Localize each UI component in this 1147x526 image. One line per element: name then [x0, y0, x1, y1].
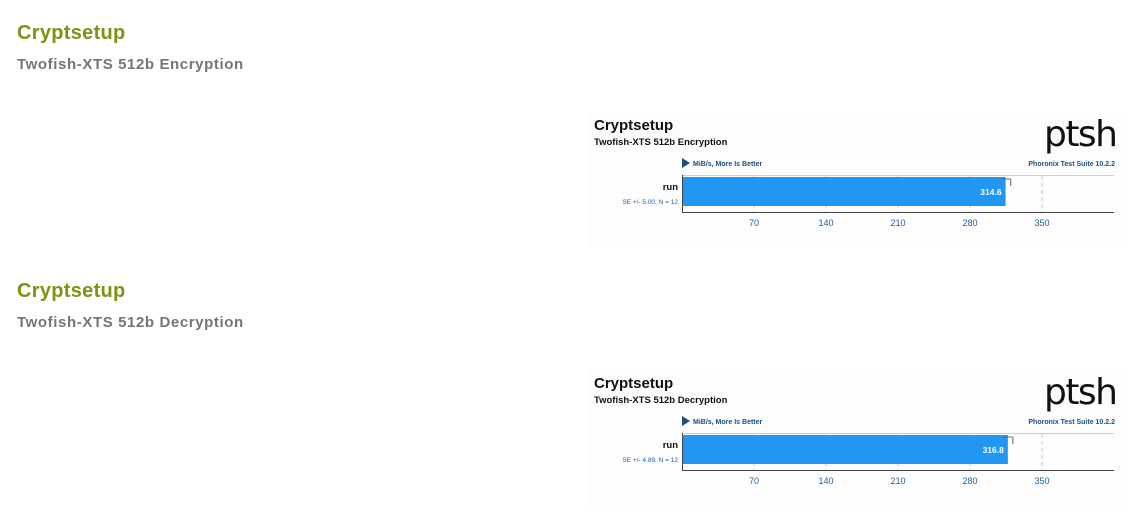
direction-arrow-icon — [682, 158, 690, 168]
stat-label: SE +/- 5.00, N = 12 — [622, 199, 678, 206]
section-heading: Cryptsetup — [17, 280, 126, 302]
section-heading: Cryptsetup — [17, 22, 126, 44]
section-subheading: Twofish-XTS 512b Encryption — [17, 56, 244, 73]
x-tick-label: 350 — [1034, 476, 1049, 486]
chart-title: Cryptsetup — [594, 375, 673, 392]
metric-note: MiB/s, More Is Better — [693, 161, 763, 168]
metric-note: MiB/s, More Is Better — [693, 419, 763, 426]
x-tick-label: 210 — [890, 476, 905, 486]
result-chart-decryption: Cryptsetup Twofish-XTS 512b Decryption pts… — [588, 370, 1128, 506]
bar — [682, 177, 1006, 206]
x-tick-label: 350 — [1034, 218, 1049, 228]
category-label: run — [663, 440, 679, 451]
chart-svg: Cryptsetup Twofish-XTS 512b Decryption pts… — [588, 370, 1128, 506]
result-chart-encryption: Cryptsetup Twofish-XTS 512b Encryption pts… — [588, 112, 1128, 248]
section-subheading: Twofish-XTS 512b Decryption — [17, 314, 244, 331]
chart-svg: Cryptsetup Twofish-XTS 512b Encryption pts… — [588, 112, 1128, 248]
branding-label: Phoronix Test Suite 10.2.2 — [1028, 419, 1115, 426]
result-section-encryption: Cryptsetup Twofish-XTS 512b Encryption C… — [0, 0, 1147, 258]
category-label: run — [663, 182, 679, 193]
bar-value-label: 316.8 — [983, 445, 1005, 455]
bar — [682, 435, 1008, 464]
x-tick-label: 280 — [962, 476, 977, 486]
bar-value-label: 314.6 — [980, 187, 1002, 197]
x-tick-label: 140 — [818, 218, 833, 228]
pts-logo: ptsh — [1044, 372, 1116, 413]
chart-title: Cryptsetup — [594, 117, 673, 134]
stat-label: SE +/- 4.89, N = 12 — [622, 457, 678, 464]
result-section-decryption: Cryptsetup Twofish-XTS 512b Decryption C… — [0, 258, 1147, 516]
x-tick-label: 140 — [818, 476, 833, 486]
x-tick-label: 70 — [749, 218, 759, 228]
x-tick-label: 280 — [962, 218, 977, 228]
direction-arrow-icon — [682, 416, 690, 426]
pts-logo: ptsh — [1044, 114, 1116, 155]
chart-subtitle: Twofish-XTS 512b Decryption — [594, 395, 728, 406]
branding-label: Phoronix Test Suite 10.2.2 — [1028, 161, 1115, 168]
x-tick-label: 210 — [890, 218, 905, 228]
chart-subtitle: Twofish-XTS 512b Encryption — [594, 137, 728, 148]
x-tick-label: 70 — [749, 476, 759, 486]
